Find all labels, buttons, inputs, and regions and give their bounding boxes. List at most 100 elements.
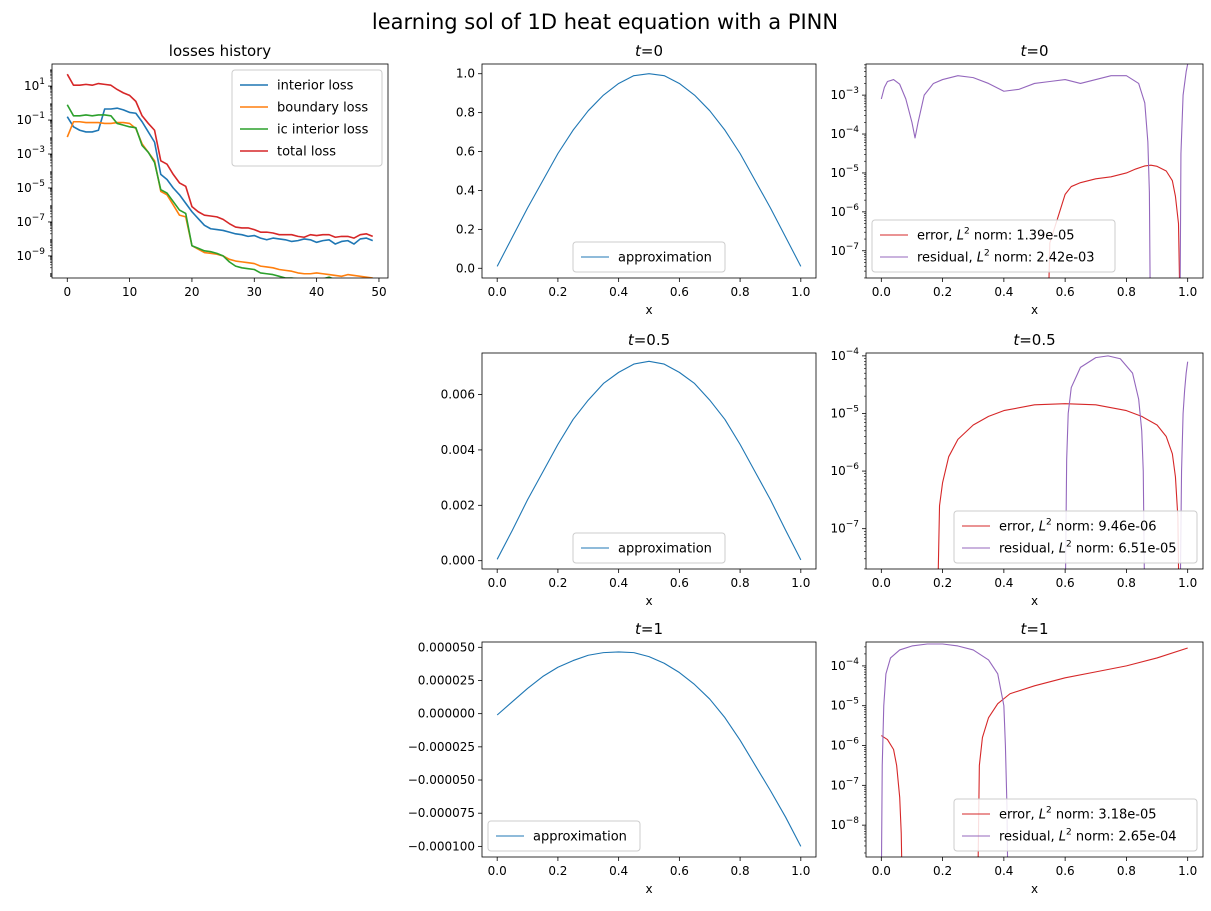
y-tick-label: 10−7: [830, 520, 859, 536]
subplot-err_t1: t=1 0.0 0.2 0.4 0.6 0.8 1.0 x 10−4 10−5 10−6 10−7 10…: [830, 620, 1204, 896]
y-tick-label: 10−5: [830, 164, 859, 180]
legend-label: ic interior loss: [277, 123, 369, 138]
x-tick-label: 0.4: [609, 576, 628, 590]
x-tick-label: 0.4: [609, 864, 628, 878]
x-axis-label: x: [645, 882, 652, 896]
y-tick-label: 10−3: [830, 86, 859, 102]
subplot-approx_t1: t=1 0.0 0.2 0.4 0.6 0.8 1.0 x 0.000050 0.000025 0.…: [408, 620, 817, 896]
legend-label: approximation: [533, 830, 627, 845]
subplot-err_t0: t=0 0.0 0.2 0.4 0.6 0.8 1.0 x 10−3 10−4 10−5 10−6 10…: [830, 42, 1204, 317]
axes-frame: [865, 63, 1204, 279]
y-tick-label: −0.000050: [408, 773, 475, 787]
axes-frame: [481, 63, 817, 279]
x-axis-label: x: [645, 594, 652, 608]
legend-label: residual, L2 norm: 2.65e-04: [999, 828, 1177, 845]
y-tick-label: 10−5: [830, 697, 859, 713]
plot-area: [880, 643, 1188, 857]
subplot-title: t=1: [635, 620, 663, 638]
series-line-approximation: [496, 73, 802, 267]
subplot-title: t=0: [635, 42, 663, 60]
series-line-approximation: [496, 360, 802, 561]
series-line-interior-loss: [66, 107, 374, 245]
x-tick-label: 0.0: [488, 864, 507, 878]
subplot-title: t=0: [1020, 42, 1048, 60]
x-tick-label: 0.2: [933, 576, 952, 590]
legend-box: [487, 820, 641, 852]
legend-label: error, L2 norm: 3.18e-05: [999, 806, 1157, 823]
y-tick-label: 0.2: [456, 222, 475, 236]
x-tick-label: 0.0: [872, 285, 891, 299]
plot-area: [66, 73, 374, 278]
series-line-error: [881, 647, 1188, 857]
x-tick-label: 0: [63, 285, 71, 299]
x-tick-label: 0.8: [1117, 864, 1136, 878]
axes-frame: [481, 641, 817, 858]
y-tick-label: 0.006: [441, 388, 475, 402]
legend-label: interior loss: [277, 79, 354, 94]
legend: approximation: [572, 241, 726, 273]
subplot-approx_t05: t=0.5 0.0 0.2 0.4 0.6 0.8 1.0 x 0.000 0.002 0.004 0…: [441, 331, 817, 608]
plot-area: [496, 651, 802, 847]
x-tick-label: 50: [371, 285, 386, 299]
y-tick-label: 10−3: [16, 145, 45, 161]
legend-box: [871, 219, 1116, 273]
y-tick-label: 0.002: [441, 498, 475, 512]
y-tick-label: 10−6: [830, 203, 859, 219]
x-tick-label: 0.4: [994, 285, 1013, 299]
legend-label: boundary loss: [277, 101, 368, 116]
legend: error, L2 norm: 1.39e-05 residual, L2 nor…: [871, 219, 1116, 273]
legend-label: error, L2 norm: 9.46e-06: [999, 518, 1157, 535]
legend-label: approximation: [618, 542, 712, 557]
x-tick-label: 0.2: [548, 864, 567, 878]
plot-area: [496, 360, 802, 561]
x-tick-label: 0.8: [731, 864, 750, 878]
x-axis-label: x: [1031, 594, 1038, 608]
x-tick-label: 30: [247, 285, 262, 299]
x-tick-label: 0.4: [994, 864, 1013, 878]
y-tick-label: 10−6: [830, 462, 859, 478]
subplot-title: losses history: [169, 42, 272, 60]
series-line-residual: [880, 643, 1009, 857]
subplot-title: t=0.5: [628, 331, 670, 349]
x-axis-label: x: [645, 303, 652, 317]
y-tick-label: 0.8: [456, 106, 475, 120]
series-line-ic-interior-loss: [66, 104, 334, 278]
x-tick-label: 0.8: [1117, 285, 1136, 299]
y-tick-label: 10−8: [830, 816, 859, 832]
subplot-title: t=0.5: [1013, 331, 1055, 349]
x-tick-label: 0.8: [731, 285, 750, 299]
y-tick-label: 10−4: [830, 347, 859, 363]
subplot-title: t=1: [1020, 620, 1048, 638]
plot-area: [937, 355, 1189, 569]
y-tick-label: −0.000075: [408, 806, 475, 820]
subplot-losses: losses history 0 10 20 30 40 50 101 10−1 10−3 10−5…: [16, 42, 389, 299]
series-line-residual: [880, 64, 1189, 278]
x-tick-label: 0.0: [872, 576, 891, 590]
legend-box: [953, 510, 1198, 564]
x-tick-label: 0.6: [1056, 285, 1075, 299]
x-tick-label: 0.6: [1056, 864, 1075, 878]
y-tick-label: 10−9: [16, 247, 45, 263]
series-line-error: [937, 403, 1180, 569]
y-tick-label: −0.000100: [408, 839, 475, 853]
x-tick-label: 0.2: [933, 285, 952, 299]
legend-box: [572, 241, 726, 273]
x-tick-label: 0.6: [1056, 576, 1075, 590]
legend-box: [231, 69, 383, 167]
legend-label: total loss: [277, 145, 336, 160]
subplot-approx_t0: t=0 0.0 0.2 0.4 0.6 0.8 1.0 x 0.0 0.2 0.4 0.6 0.8 1.0…: [456, 42, 817, 317]
y-tick-label: 0.004: [441, 443, 475, 457]
legend: approximation: [487, 820, 641, 852]
x-tick-label: 0.8: [1117, 576, 1136, 590]
figure-suptitle: learning sol of 1D heat equation with a …: [372, 10, 838, 34]
x-tick-label: 1.0: [791, 864, 810, 878]
legend: error, L2 norm: 3.18e-05 residual, L2 nor…: [953, 798, 1198, 852]
series-line-approximation: [496, 651, 802, 847]
y-tick-label: 10−7: [830, 776, 859, 792]
y-tick-label: 10−4: [830, 657, 859, 673]
x-tick-label: 0.6: [670, 285, 689, 299]
legend: error, L2 norm: 9.46e-06 residual, L2 nor…: [953, 510, 1198, 564]
y-tick-label: 10−1: [16, 111, 45, 127]
x-tick-label: 0.4: [609, 285, 628, 299]
legend: interior loss boundary loss ic interior lo…: [231, 69, 383, 167]
